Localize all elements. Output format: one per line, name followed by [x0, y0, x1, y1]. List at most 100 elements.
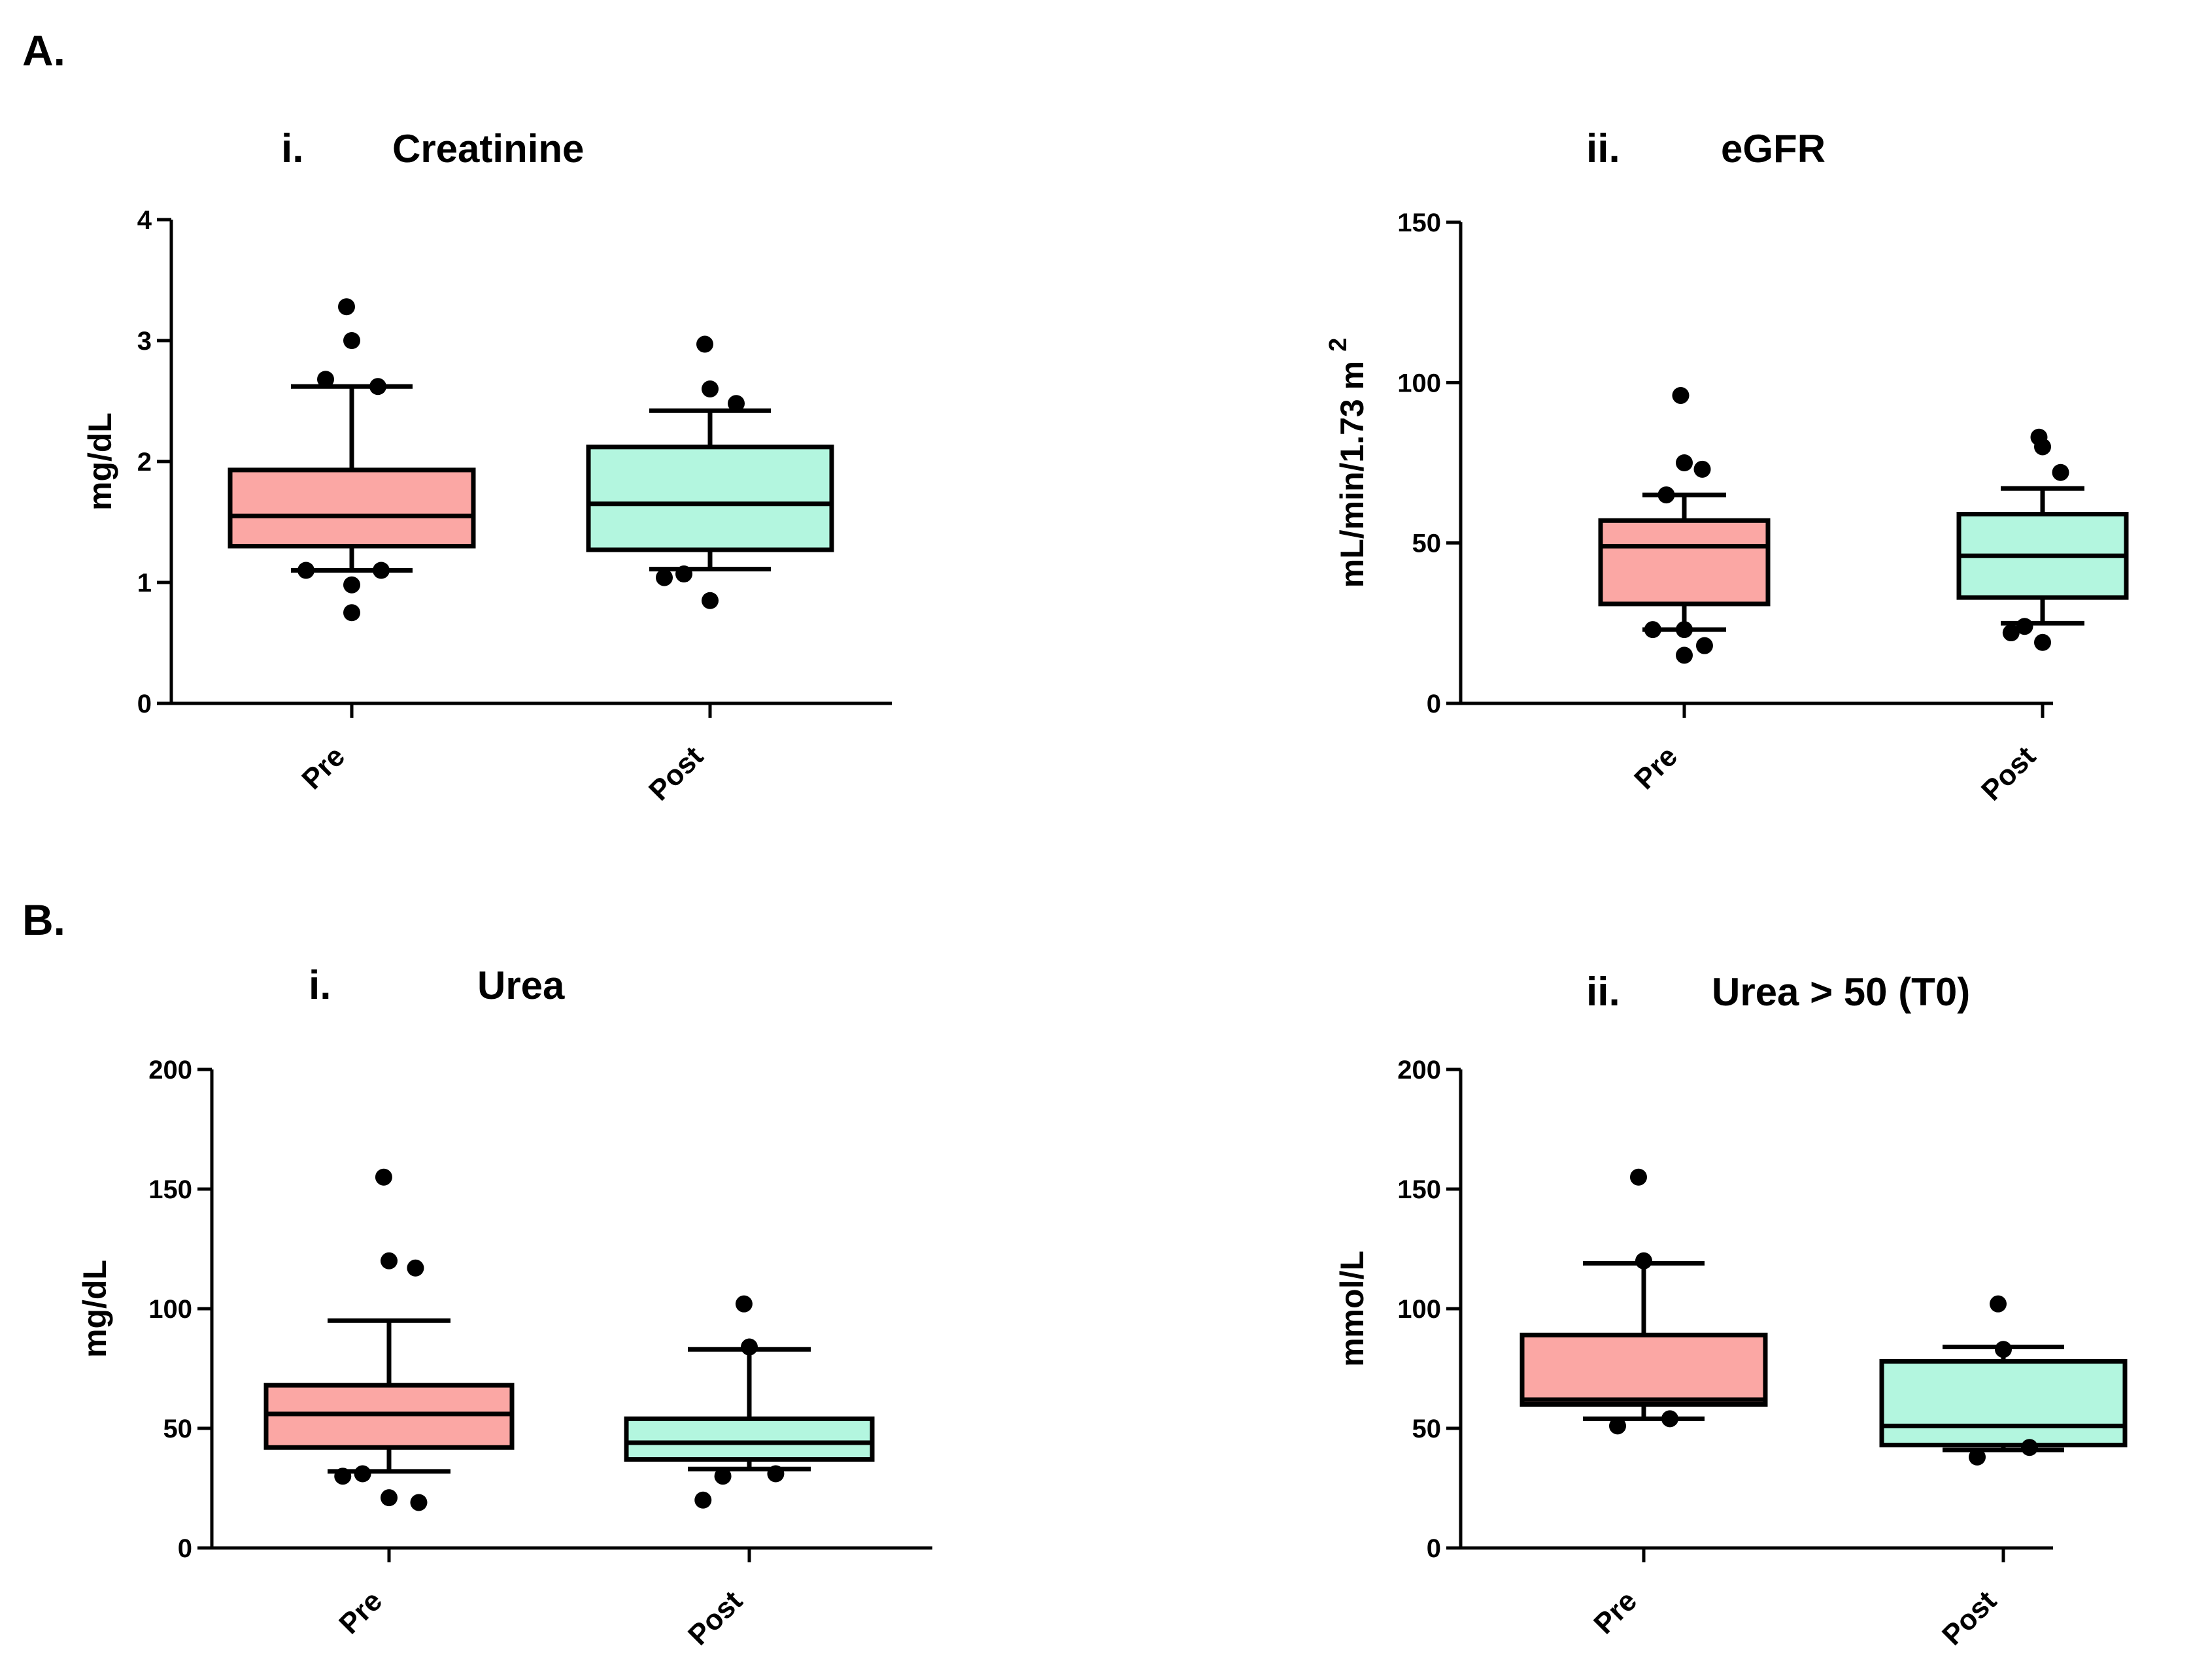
plot-creatinine: 0 1 2 3 4 mg/dL Pre Post [82, 206, 892, 807]
outlier-point [714, 1468, 732, 1485]
panel-label-b: B. [22, 896, 65, 944]
outlier-point [728, 395, 745, 412]
y-tick-label: 50 [1412, 1415, 1442, 1443]
panel-label-a: A. [22, 26, 65, 75]
chart-numeral: ii. [1586, 126, 1620, 171]
y-tick-label: 0 [137, 690, 152, 718]
y-tick-label: 2 [137, 448, 152, 477]
y-tick-label: 0 [1427, 1534, 1441, 1563]
chart-title: Creatinine [392, 127, 584, 171]
outlier-point [1676, 454, 1693, 471]
outlier-point [1676, 621, 1693, 639]
y-axis-label: mL/min/1.73 m2 [1325, 338, 1370, 588]
y-tick-label: 1 [137, 569, 152, 597]
x-tick-label: Post [1975, 740, 2042, 807]
outlier-point [317, 371, 334, 388]
box-pre: Pre [1520, 1168, 1768, 1640]
chart-title: eGFR [1721, 127, 1826, 171]
outlier-point [741, 1338, 758, 1356]
y-tick-label: 0 [178, 1534, 192, 1563]
y-tick-label: 100 [148, 1295, 192, 1324]
outlier-point [338, 298, 355, 316]
y-tick-label: 150 [1397, 209, 1441, 237]
iqr-box [228, 467, 476, 549]
outlier-point [1661, 1410, 1678, 1428]
chart-title: Urea [477, 964, 565, 1007]
box-post: Post [1879, 1295, 2128, 1652]
outlier-point [675, 565, 692, 583]
iqr-box [1598, 518, 1771, 607]
outlier-point [767, 1465, 785, 1483]
outlier-point [381, 1489, 398, 1507]
outlier-point [407, 1259, 424, 1277]
y-tick-label: 100 [1397, 1295, 1441, 1324]
outlier-point [1969, 1448, 1986, 1466]
chart-urea: i. Urea [309, 963, 565, 1008]
outlier-point [1630, 1168, 1647, 1186]
outlier-point [375, 1168, 392, 1186]
outlier-point [334, 1468, 352, 1485]
outlier-point [343, 576, 360, 594]
outlier-point [2002, 624, 2020, 642]
outlier-point [1672, 386, 1690, 404]
y-tick-label: 50 [163, 1415, 193, 1443]
outlier-point [1995, 1341, 2012, 1358]
outlier-point [1635, 1252, 1652, 1269]
x-tick-label: Pre [296, 740, 351, 796]
outlier-point [1676, 647, 1693, 664]
x-tick-label: Post [1936, 1585, 2003, 1651]
y-axis-label: mg/dL [82, 412, 118, 511]
y-tick-label: 4 [137, 206, 152, 235]
y-tick-label: 200 [148, 1056, 192, 1084]
outlier-point [369, 378, 386, 395]
box-post: Post [624, 1295, 875, 1652]
x-tick-label: Pre [1628, 740, 1684, 796]
outlier-point [702, 380, 719, 397]
outlier-point [2034, 438, 2051, 456]
outlier-point [1695, 637, 1713, 654]
chart-numeral: ii. [1586, 969, 1620, 1015]
outlier-point [343, 332, 360, 349]
chart-title: Urea > 50 (T0) [1712, 970, 1970, 1014]
outlier-point [373, 562, 390, 579]
y-axis-label: mmol/L [1334, 1251, 1370, 1367]
x-tick-label: Pre [333, 1585, 388, 1640]
box-pre: Pre [1598, 386, 1771, 796]
box-pre: Pre [228, 298, 476, 796]
y-tick-label: 3 [137, 327, 152, 356]
outlier-point [2034, 633, 2051, 651]
y-tick-label: 150 [1397, 1175, 1441, 1204]
y-axis-label: mg/dL [76, 1260, 113, 1358]
iqr-box [263, 1383, 515, 1450]
outlier-point [381, 1252, 398, 1269]
outlier-point [656, 569, 673, 586]
iqr-box [1879, 1359, 2128, 1448]
outlier-point [1644, 621, 1661, 639]
y-tick-label: 200 [1397, 1056, 1441, 1084]
outlier-point [410, 1494, 428, 1511]
outlier-point [1657, 486, 1675, 504]
outlier-point [1693, 460, 1711, 478]
outlier-point [297, 562, 314, 579]
box-post: Post [1956, 428, 2129, 807]
x-tick-label: Post [682, 1585, 749, 1651]
box-pre: Pre [263, 1168, 515, 1640]
chart-numeral: i. [309, 963, 331, 1008]
iqr-box [1520, 1332, 1768, 1407]
chart-urea-gt50: ii. Urea > 50 (T0) [1586, 969, 1970, 1015]
y-axis-label-superscript: 2 [1325, 338, 1352, 352]
y-tick-label: 0 [1427, 690, 1441, 718]
outlier-point [1609, 1417, 1626, 1435]
chart-creatinine: i. Creatinine [281, 126, 584, 171]
outlier-point [696, 335, 713, 353]
x-tick-label: Post [643, 740, 709, 807]
x-tick-label: Pre [1588, 1585, 1643, 1640]
chart-egfr: ii. eGFR [1586, 126, 1826, 171]
iqr-box [586, 445, 834, 552]
plot-urea: 0 50 100 150 200 mg/dL Pre Post [76, 1056, 932, 1652]
plot-egfr: 0 50 100 150 mL/min/1.73 m2 Pre Post [1325, 209, 2129, 807]
outlier-point [354, 1465, 371, 1483]
y-tick-label: 100 [1397, 369, 1441, 397]
outlier-point [694, 1491, 712, 1509]
outlier-point [343, 604, 360, 622]
